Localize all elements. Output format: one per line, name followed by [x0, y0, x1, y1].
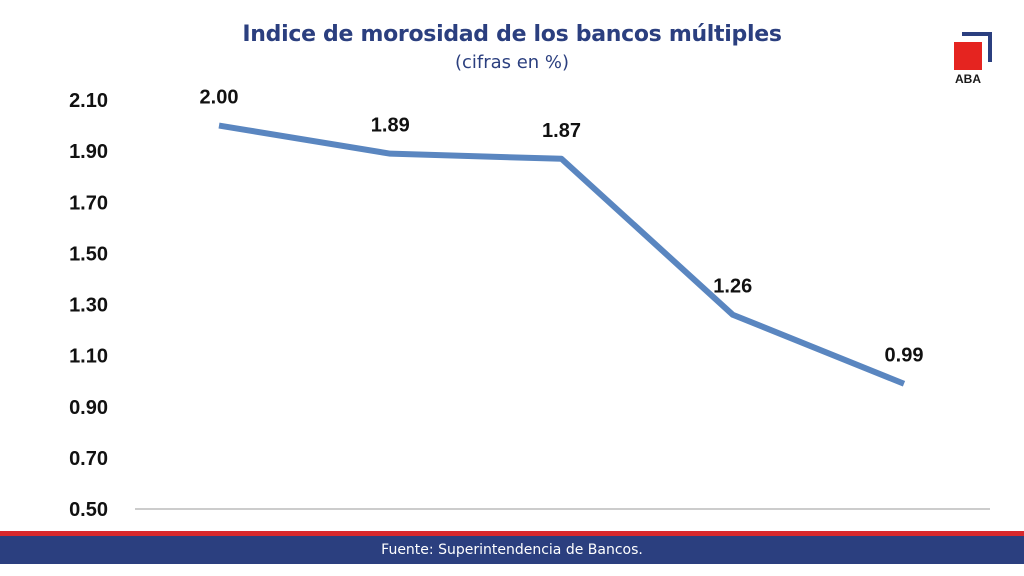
- y-tick-label: 1.30: [69, 295, 108, 317]
- logo-bracket-top: [962, 32, 992, 36]
- y-tick-label: 1.10: [69, 346, 108, 368]
- chart-subtitle: (cifras en %): [454, 52, 570, 73]
- y-tick-label: 1.70: [69, 192, 108, 214]
- data-label: 1.87: [542, 120, 581, 142]
- data-label: 0.99: [885, 345, 924, 367]
- y-tick-label: 1.50: [69, 243, 108, 265]
- footer-red-stripe: [0, 531, 1024, 536]
- series-line: [218, 122, 906, 387]
- logo-text: ABA: [955, 72, 981, 86]
- y-tick-label: 0.90: [69, 397, 108, 419]
- chart-title: Indice de morosidad de los bancos múltip…: [242, 22, 782, 47]
- logo-bracket-right: [988, 32, 992, 62]
- data-label: 1.26: [713, 276, 752, 298]
- logo-red-square: [954, 42, 982, 70]
- aba-logo: ABA: [948, 28, 996, 88]
- data-label: 1.89: [371, 115, 410, 137]
- y-tick-label: 0.70: [69, 448, 108, 470]
- y-tick-label: 1.90: [69, 141, 108, 163]
- y-tick-label: 2.10: [69, 90, 108, 112]
- footer-source: Fuente: Superintendencia de Bancos.: [0, 536, 1024, 564]
- y-tick-label: 0.50: [69, 499, 108, 521]
- data-label: 2.00: [200, 87, 239, 109]
